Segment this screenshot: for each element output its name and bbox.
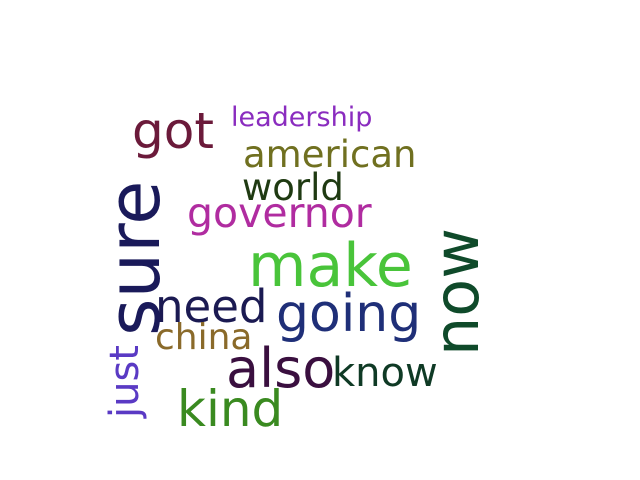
word-make: make [248,231,413,301]
word-know: know [332,350,438,396]
word-leadership: leadership [231,102,373,133]
word-also: also [226,337,336,400]
word-american: american [243,133,417,176]
word-now: now [420,228,493,356]
word-world: world [242,166,344,209]
word-need: need [155,280,268,333]
word-going: going [276,284,422,344]
word-china: china [155,317,253,358]
word-got: got [132,102,214,160]
word-kind: kind [177,380,284,438]
word-governor: governor [187,189,372,237]
word-sure: sure [92,180,176,336]
word-just: just [102,345,148,418]
